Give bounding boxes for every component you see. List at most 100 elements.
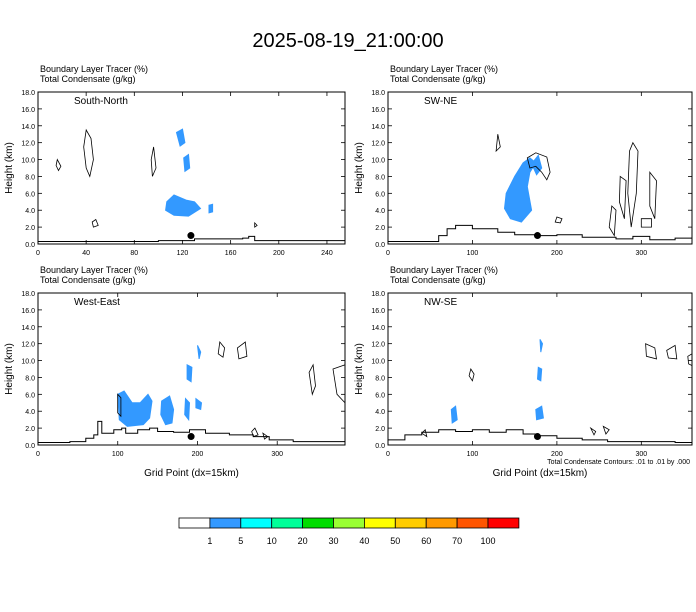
condensate-contour [640,218,652,228]
y-tick-label: 16.0 [21,308,35,315]
y-axis-label: Height (km) [354,142,365,194]
y-tick-label: 8.0 [375,174,385,181]
x-axis-label: Grid Point (dx=15km) [493,468,588,479]
tracer-region [160,395,175,426]
y-tick-label: 12.0 [21,141,35,148]
colorbar-label: 20 [298,536,308,546]
x-tick-label: 120 [177,250,189,257]
condensate-contour [91,218,99,228]
y-tick-label: 18.0 [371,90,385,97]
y-tick-label: 2.0 [375,225,385,232]
x-tick-label: 100 [467,451,479,458]
condensate-contour [554,216,563,224]
panel-frame [387,292,693,446]
condensate-contour [254,221,258,228]
condensate-contour [608,205,617,237]
panel-label: South-North [74,96,128,107]
colorbar-label: 70 [452,536,462,546]
tracer-region [535,405,544,421]
colorbar: 1 5 10 20 30 40 50 60 70 100 [178,517,520,546]
y-tick-label: 8.0 [25,375,35,382]
y-tick-label: 16.0 [21,107,35,114]
y-tick-label: 8.0 [25,174,35,181]
panel-frame [37,292,346,446]
colorbar-swatch [209,517,242,529]
x-tick-label: 200 [551,451,563,458]
condensate-contour [332,364,345,404]
condensate-contour [645,343,657,360]
tracer-region [531,154,543,176]
location-marker [533,232,541,240]
panel-header-line: Total Condensate (g/kg) [40,74,136,84]
y-tick-label: 6.0 [375,392,385,399]
y-tick-label: 6.0 [25,392,35,399]
chart-panel-3: Boundary Layer Tracer (%)Total Condensat… [4,265,346,479]
y-tick-label: 10.0 [371,158,385,165]
colorbar-label: 5 [238,536,243,546]
y-tick-label: 6.0 [25,191,35,198]
colorbar-label: 30 [328,536,338,546]
panel-plot-area [388,339,692,443]
panel-header-line: Boundary Layer Tracer (%) [40,64,148,74]
x-tick-label: 200 [551,250,563,257]
condensate-contour [236,341,248,360]
panel-frame [387,91,693,245]
tracer-region [503,157,537,223]
colorbar-swatch [394,517,427,529]
y-tick-label: 10.0 [21,359,35,366]
condensate-contour [150,146,157,177]
condensate-contour [468,368,475,382]
y-tick-label: 10.0 [371,359,385,366]
y-tick-label: 6.0 [375,191,385,198]
y-tick-label: 2.0 [25,426,35,433]
x-tick-label: 0 [36,451,40,458]
location-marker [187,433,195,441]
x-tick-label: 160 [225,250,237,257]
colorbar-swatch [363,517,396,529]
panel-header-line: Boundary Layer Tracer (%) [390,265,498,275]
colorbar-label: 60 [421,536,431,546]
y-axis-label: Height (km) [4,142,15,194]
panel-plot-area [38,341,345,443]
tracer-region [184,397,191,422]
y-tick-label: 4.0 [375,208,385,215]
contour-footnote: Total Condensate Contours: .01 to .01 by… [547,459,690,466]
tracer-region [183,153,191,173]
tracer-region [208,203,214,214]
y-axis-label: Height (km) [354,343,365,395]
x-tick-label: 300 [635,250,647,257]
colorbar-swatch [425,517,458,529]
tracer-region [117,390,153,427]
colorbar-label: 50 [390,536,400,546]
terrain-line [388,429,692,443]
condensate-contour [618,175,627,219]
panel-label: NW-SE [424,297,457,308]
y-tick-label: 14.0 [21,325,35,332]
y-tick-label: 12.0 [371,141,385,148]
tracer-region [165,194,202,217]
chart-panel-4: Boundary Layer Tracer (%) Total Condensat… [354,265,693,479]
tracer-region [195,397,203,411]
colorbar-label: 100 [480,536,495,546]
y-tick-label: 2.0 [25,225,35,232]
y-tick-label: 12.0 [21,342,35,349]
colorbar-swatch [178,517,211,529]
panel-label: West-East [74,297,120,308]
y-tick-label: 4.0 [375,409,385,416]
y-tick-label: 4.0 [25,409,35,416]
panel-plot-area [38,128,345,242]
tracer-region [175,128,186,147]
y-tick-label: 10.0 [21,158,35,165]
condensate-contour [526,152,551,181]
colorbar-label: 40 [359,536,369,546]
y-tick-label: 4.0 [25,208,35,215]
x-tick-label: 40 [82,250,90,257]
colorbar-swatch [271,517,304,529]
tracer-region [539,339,544,353]
y-tick-label: 2.0 [375,426,385,433]
x-tick-label: 100 [112,451,124,458]
colorbar-swatch [487,517,520,529]
location-marker [533,433,541,441]
x-tick-label: 0 [36,250,40,257]
